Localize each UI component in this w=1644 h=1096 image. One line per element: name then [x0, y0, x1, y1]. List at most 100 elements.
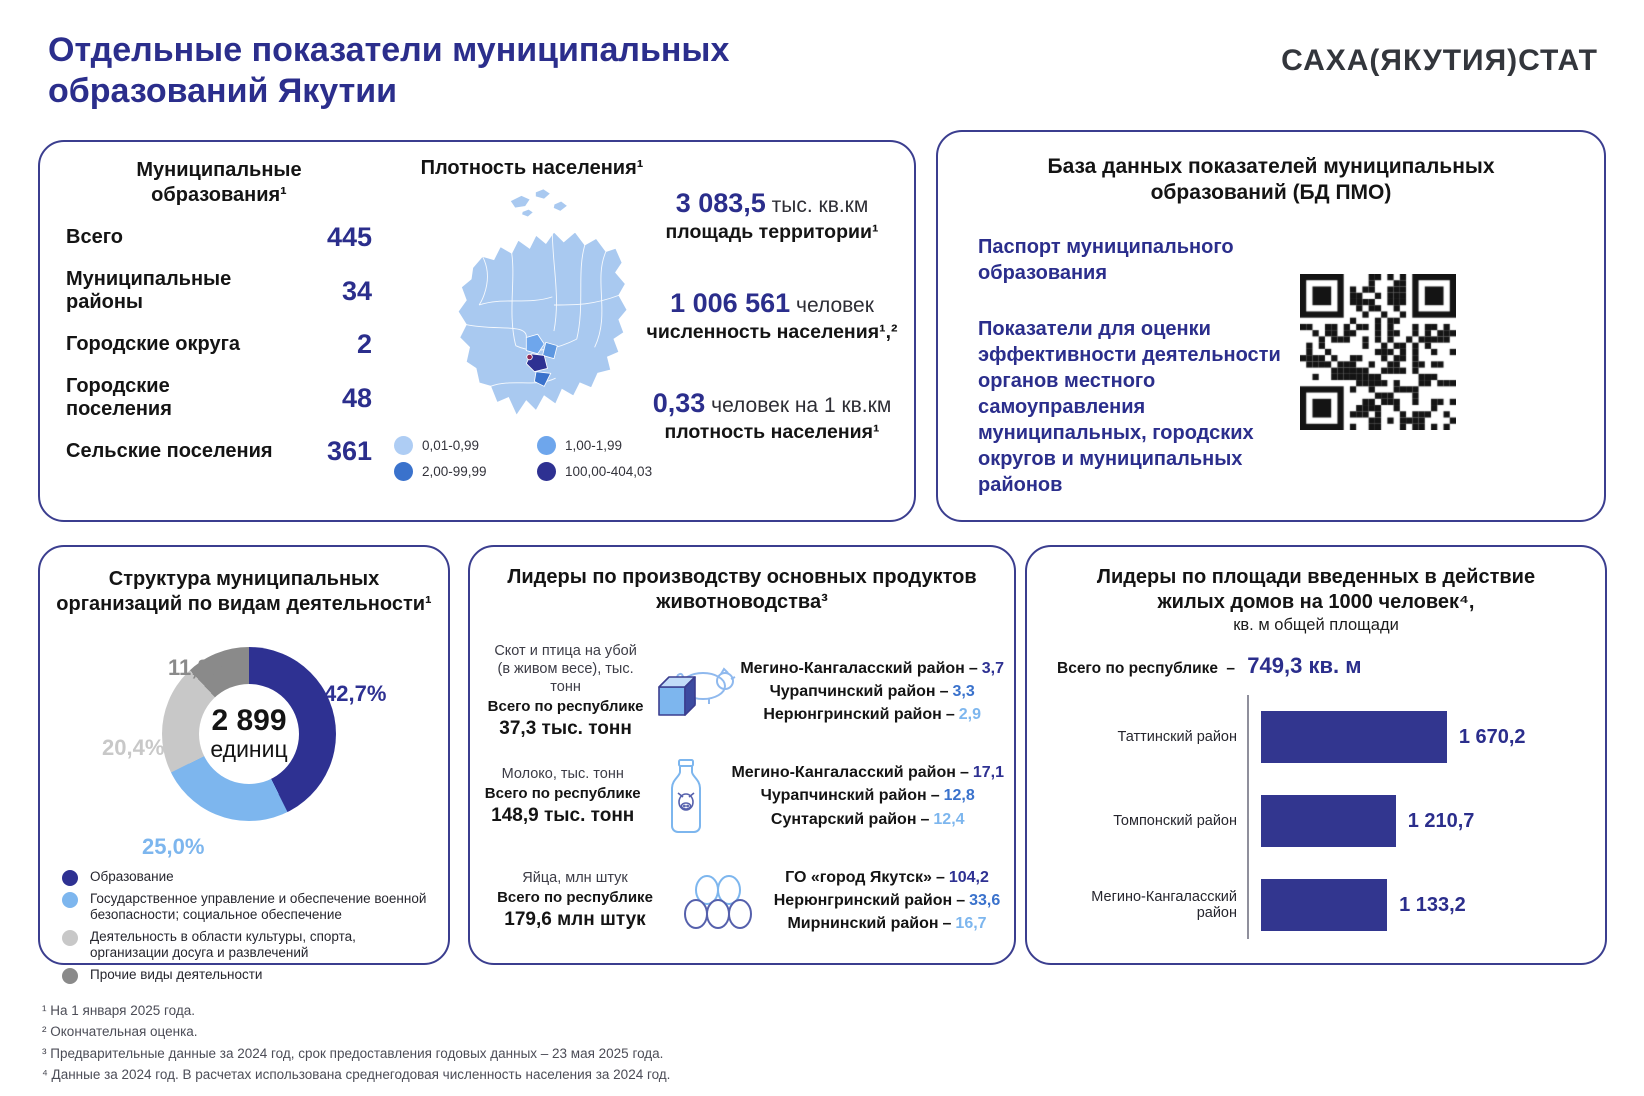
donut-slice-label: 25,0%: [142, 834, 205, 859]
municipal-counts-title: Муниципальные образования¹: [136, 159, 302, 206]
structure-legend-label: Прочие виды деятельности: [90, 966, 263, 982]
leader-name: Мирнинский район: [787, 915, 939, 933]
bar: [1261, 795, 1396, 847]
leader-name: Сунтарский район: [770, 810, 917, 828]
stat-density-value: 0,33: [652, 388, 706, 418]
density-legend-dot: [537, 436, 556, 455]
donut-slice-label: 42,7%: [324, 681, 387, 706]
page-title-line1: Отдельные показатели муниципальных: [48, 31, 730, 69]
leader-line: Нерюнгринский район –33,6: [773, 892, 1001, 910]
leader-line: Чурапчинский район –3,3: [769, 682, 975, 700]
meat-cube-pig-icon: [657, 667, 736, 717]
leader-line: Нерюнгринский район –2,9: [763, 705, 981, 723]
density-legend-item: 1,00-1,99: [537, 436, 676, 455]
density-title: Плотность населения¹: [420, 157, 644, 179]
structure-legend-item: Образование: [62, 869, 434, 886]
municipal-row: Всего 445: [66, 222, 372, 253]
density-legend-item: 100,00-404,03: [537, 462, 676, 481]
structure-title: Структура муниципальных организаций по в…: [56, 568, 432, 615]
leader-value: 3,7: [981, 659, 1004, 677]
footnote: ² Окончательная оценка.: [42, 1024, 198, 1040]
housing-bar-chart: Таттинский район 1 670,2 Томпонский райо…: [1051, 695, 1587, 945]
municipal-row-label: Всего: [66, 226, 123, 248]
leader-value: 2,9: [958, 705, 981, 723]
stat-population-label: численность населения¹,²: [646, 321, 898, 343]
bar: [1261, 879, 1388, 931]
sakha-stat-logo: САХА(ЯКУТИЯ)СТАТ: [1281, 44, 1598, 77]
donut-slice-label: 11,8%: [168, 655, 230, 680]
donut-center-unit: единиц: [210, 736, 288, 763]
product-total-label: Всего по республике: [487, 698, 644, 716]
stat-density-label: плотность населения¹: [664, 421, 880, 443]
bar-row: Мегино-Кангаласский район 1 133,2: [1051, 863, 1587, 947]
yakutia-map: [457, 188, 628, 417]
density-legend-label: 100,00-404,03: [565, 464, 653, 479]
municipal-row: Городские округа 2: [66, 329, 372, 360]
structure-legend-dot: [62, 892, 78, 908]
product-total-value: 179,6 млн штук: [504, 909, 646, 931]
housing-total: Всего по республике – 749,3 кв. м: [1057, 653, 1362, 678]
livestock-rows: Скот и птица на убой (в живом весе), тыс…: [484, 639, 1004, 953]
leader-line: Мегино-Кангаласский район –17,1: [731, 764, 1004, 782]
leader-line: Мирнинский район –16,7: [787, 915, 987, 933]
structure-legend: Образование Государственное управление и…: [62, 869, 434, 989]
qr-code: [1300, 274, 1456, 430]
municipal-row-label: Муниципальные районы: [66, 268, 232, 313]
leader-value: 12,8: [943, 787, 975, 805]
bar-row: Таттинский район 1 670,2: [1051, 695, 1587, 779]
livestock-row-eggs: Яйца, млн штук Всего по республике 179,6…: [484, 848, 1004, 953]
product-name: Скот и птица на убой: [494, 642, 637, 659]
database-item: Показатели для оценки эффективности деят…: [978, 318, 1281, 496]
bar-row: Томпонский район 1 210,7: [1051, 779, 1587, 863]
footnote: ⁴ Данные за 2024 год. В расчетах использ…: [42, 1066, 671, 1082]
municipal-row: Сельские поселения 361: [66, 436, 372, 467]
livestock-row-milk: Молоко, тыс. тонн Всего по республике 14…: [484, 744, 1004, 849]
structure-legend-dot: [62, 870, 78, 886]
housing-subtitle: кв. м общей площади: [1233, 616, 1399, 634]
stat-density: 0,33 человек на 1 кв.км плотность населе…: [646, 388, 898, 444]
leader-value: 104,2: [948, 868, 989, 886]
panel-livestock-leaders: Лидеры по производству основных продукто…: [468, 545, 1016, 965]
bar-value: 1 670,2: [1458, 725, 1526, 748]
structure-legend-item: Прочие виды деятельности: [62, 967, 434, 984]
density-legend-item: 2,00-99,99: [394, 462, 533, 481]
donut-center-value: 2 899: [211, 703, 287, 737]
bar-category: Мегино-Кангаласский район: [1091, 889, 1237, 921]
database-items: Паспорт муниципального образования Показ…: [978, 234, 1318, 528]
footnote: ³ Предварительные данные за 2024 год, ср…: [42, 1045, 664, 1061]
structure-legend-item: Деятельность в области культуры, спорта,…: [62, 929, 434, 962]
density-legend: 0,01-0,99 1,00-1,99 2,00-99,99 100,00-40…: [388, 436, 676, 481]
structure-legend-label: Деятельность в области культуры, спорта,…: [90, 928, 356, 961]
bar-value: 1 210,7: [1407, 809, 1475, 832]
bar-category: Таттинский район: [1117, 729, 1237, 745]
structure-legend-dot: [62, 929, 78, 946]
leader-name: Нерюнгринский район: [763, 705, 942, 723]
leader-value: 17,1: [972, 764, 1004, 782]
density-legend-dot: [537, 462, 556, 481]
panel-housing-chart: Лидеры по площади введенных в действие ж…: [1025, 545, 1607, 965]
stat-population-value: 1 006 561: [670, 288, 791, 318]
municipal-row-label: Сельские поселения: [66, 440, 273, 462]
density-legend-item: 0,01-0,99: [394, 436, 533, 455]
density-legend-label: 1,00-1,99: [565, 438, 623, 453]
stat-area: 3 083,5 тыс. кв.км площадь территории¹: [646, 188, 898, 244]
municipal-row-value: 445: [326, 222, 372, 252]
population-density-block: Плотность населения¹: [388, 156, 676, 481]
stat-area-value: 3 083,5: [675, 188, 766, 218]
bar-category: Томпонский район: [1113, 813, 1237, 829]
structure-legend-dot: [62, 967, 78, 984]
database-title: База данных показателей муниципальных об…: [1047, 155, 1495, 205]
page-title: Отдельные показатели муниципальных образ…: [48, 30, 968, 113]
leader-name: ГО «город Якутск»: [785, 868, 932, 886]
stat-population-unit: человек: [796, 294, 874, 317]
municipal-counts: Муниципальные образования¹ Всего 445 Мун…: [66, 158, 372, 482]
footnotes: ¹ На 1 января 2025 года. ² Окончательная…: [42, 1000, 670, 1085]
bar: [1261, 711, 1447, 763]
leader-value: 3,3: [952, 682, 975, 700]
municipal-row-value: 361: [326, 436, 372, 466]
leader-value: 33,6: [969, 892, 1001, 910]
donut-center: 2 899 единиц: [199, 684, 299, 784]
leader-value: 12,4: [933, 810, 965, 828]
density-legend-dot: [394, 462, 413, 481]
